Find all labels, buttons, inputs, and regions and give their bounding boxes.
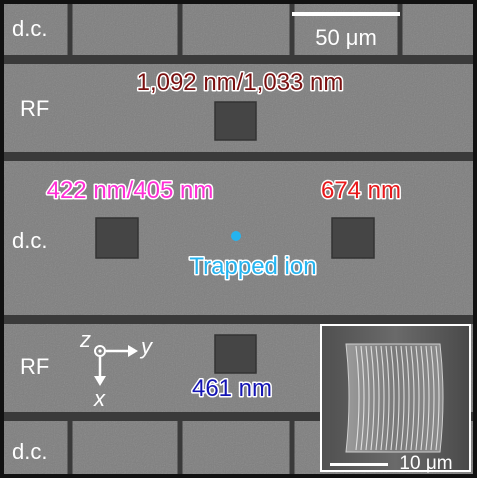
inset-grating-line xyxy=(415,345,420,451)
inset-grating-line xyxy=(360,345,365,451)
wavelength-label-top: 1,092 nm/1,033 nm xyxy=(137,69,344,96)
inset-grating-line xyxy=(405,345,410,451)
scale-bar-line xyxy=(292,12,400,16)
grating-pad-left xyxy=(95,217,139,259)
scale-bar: 50 μm xyxy=(292,12,400,50)
coordinate-axes: z y x xyxy=(79,327,154,411)
wavelength-label-right: 674 nm xyxy=(321,177,401,204)
inset-grating-line xyxy=(385,345,390,451)
dc-bottom-electrodes xyxy=(67,421,295,474)
inset-grating-line xyxy=(375,345,380,451)
inset-grating-line xyxy=(395,345,400,451)
wavelength-label-bottom: 461 nm xyxy=(192,375,272,402)
inset-grating-line xyxy=(365,345,370,451)
electrode-label-dc-middle: d.c. xyxy=(12,228,47,253)
inset-grating-line xyxy=(410,345,415,451)
wavelength-labels: 1,092 nm/1,033 nm 422 nm/405 nm 674 nm T… xyxy=(45,68,402,404)
electrode-gaps xyxy=(4,55,473,421)
inset-grating-line xyxy=(420,345,425,451)
inset-micrograph: 10 μm xyxy=(320,324,471,474)
grating-pad-top xyxy=(214,101,257,141)
electrode-label-dc-top: d.c. xyxy=(12,16,47,41)
inset-grating-line xyxy=(355,345,360,451)
axis-label-y: y xyxy=(139,334,154,359)
trapped-ion-label: Trapped ion xyxy=(189,253,316,280)
axis-label-x: x xyxy=(93,386,106,411)
inset-grating-line xyxy=(380,345,385,451)
electrode-label-dc-bottom: d.c. xyxy=(12,439,47,464)
scale-bar-label: 50 μm xyxy=(315,25,377,50)
inset-grating-line xyxy=(370,345,375,451)
trapped-ion-dot xyxy=(231,231,241,241)
inset-scale-label: 10 μm xyxy=(399,453,452,474)
grating-pad-right xyxy=(331,217,375,259)
grating-pads xyxy=(95,101,375,374)
inset-grating-line xyxy=(390,345,395,451)
grating-pad-bottom xyxy=(214,334,257,374)
inset-grating-line xyxy=(425,345,430,451)
inset-grating-line xyxy=(435,345,440,451)
axis-label-z: z xyxy=(79,327,91,352)
electrode-label-rf-upper: RF xyxy=(20,96,49,121)
inset-scale-bar-line xyxy=(330,463,388,466)
inset-grating-lines xyxy=(355,345,440,451)
inset-grating-line xyxy=(430,345,435,451)
wavelength-label-left: 422 nm/405 nm xyxy=(47,177,214,204)
electrode-label-rf-lower: RF xyxy=(20,354,49,379)
inset-grating-line xyxy=(400,345,405,451)
electrode-labels: d.c. RF d.c. RF d.c. xyxy=(12,16,49,464)
z-axis-out-of-page-icon xyxy=(94,345,106,357)
